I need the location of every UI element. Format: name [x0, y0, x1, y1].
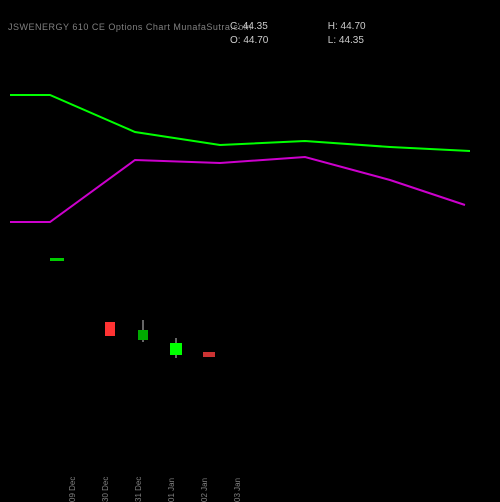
candle-body: [105, 322, 115, 336]
chart-title: JSWENERGY 610 CE Options Chart MunafaSut…: [8, 22, 252, 32]
upper-line: [10, 95, 470, 151]
close-value: C: 44.35: [230, 20, 325, 34]
candle-body: [138, 330, 148, 340]
x-axis-label: 09 Dec: [68, 462, 77, 502]
chart-area: [10, 40, 470, 470]
x-axis-label: 02 Jan: [200, 462, 209, 502]
x-axis-label: 03 Jan: [233, 462, 242, 502]
x-axis-label: 31 Dec: [134, 462, 143, 502]
x-axis-label: 01 Jan: [167, 462, 176, 502]
candle-body: [170, 343, 182, 355]
x-axis-label: 30 Dec: [101, 462, 110, 502]
lower-line: [10, 157, 465, 222]
high-value: H: 44.70: [328, 20, 423, 34]
marker-tick: [50, 258, 64, 261]
chart-svg: [10, 40, 470, 470]
candle-body: [203, 352, 215, 357]
